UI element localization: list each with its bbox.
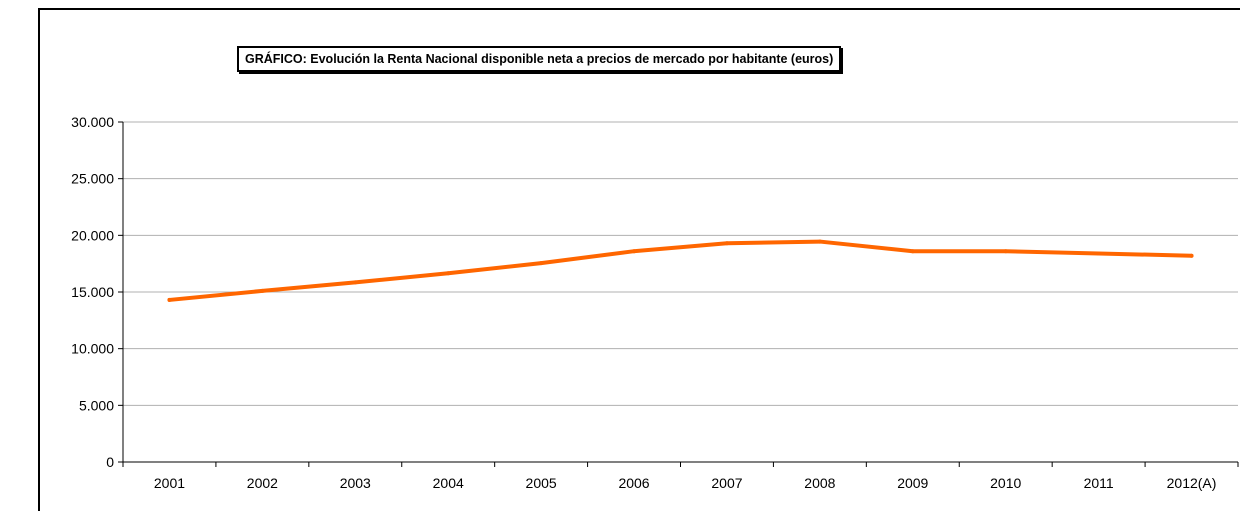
series-line [167,239,1194,302]
x-tick-label: 2001 [154,475,185,491]
data-point [1003,249,1008,254]
y-tick-label: 30.000 [71,114,114,130]
data-point [1096,251,1101,256]
x-tick-label: 2011 [1084,475,1114,491]
x-tick-label: 2005 [526,475,557,491]
data-point [260,288,265,293]
data-point [167,297,172,302]
y-tick-label: 15.000 [71,284,114,300]
x-tick-label: 2010 [990,475,1021,491]
y-tick-label: 25.000 [71,171,114,187]
x-tick-label: 2007 [711,475,742,491]
y-tick-label: 20.000 [71,227,114,243]
x-tick-label: 2008 [804,475,835,491]
data-point [910,249,915,254]
x-tick-label: 2006 [618,475,649,491]
x-tick-label: 2002 [247,475,278,491]
data-point [632,249,637,254]
y-tick-label: 5.000 [79,397,114,413]
data-point [539,261,544,266]
data-point [724,241,729,246]
data-point [446,271,451,276]
chart-frame [38,8,1240,511]
x-tick-label: 2012(A) [1167,475,1217,491]
x-tick-label: 2004 [433,475,464,491]
x-tick-label: 2009 [897,475,928,491]
data-point [353,280,358,285]
y-tick-label: 10.000 [71,341,114,357]
data-point [1189,253,1194,258]
y-tick-label: 0 [106,454,114,470]
data-point [817,239,822,244]
x-tick-label: 2003 [340,475,371,491]
chart-title: GRÁFICO: Evolución la Renta Nacional dis… [237,46,842,72]
